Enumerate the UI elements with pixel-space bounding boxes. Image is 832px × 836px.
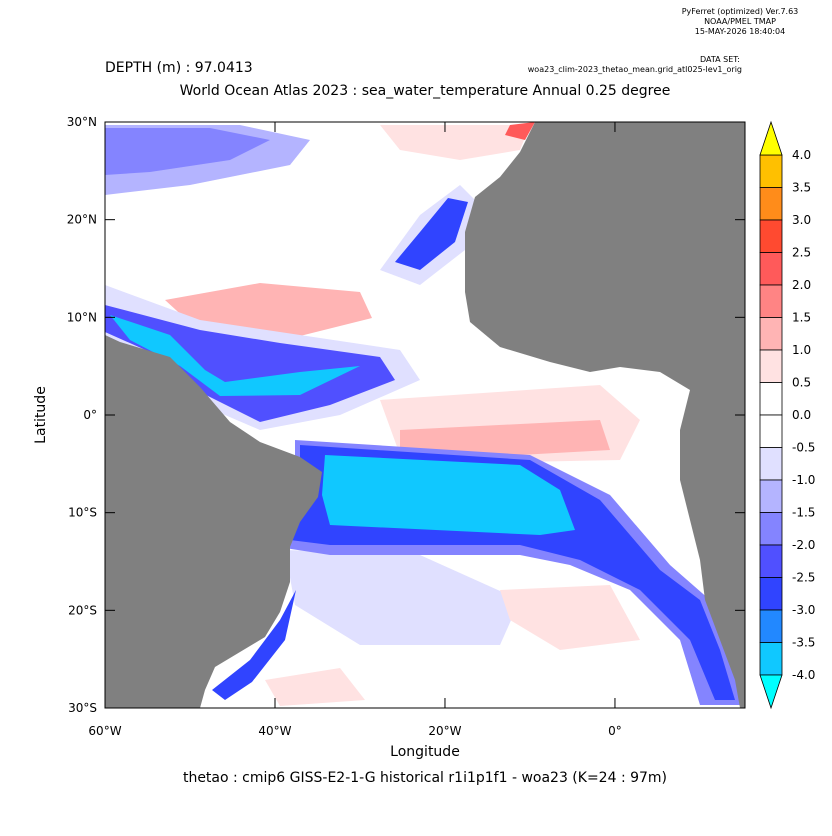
x-tick-label: 20°W — [428, 724, 461, 738]
colorbar-label: -1.5 — [792, 506, 815, 520]
colorbar-segment — [759, 447, 783, 481]
colorbar-segment — [759, 512, 783, 546]
anomaly-region — [285, 550, 520, 645]
map-field — [105, 122, 745, 708]
colorbar-segment — [759, 577, 783, 611]
colorbar-segment — [759, 317, 783, 351]
anomaly-region — [505, 122, 535, 140]
land — [105, 335, 322, 708]
y-axis-label: Latitude — [33, 386, 49, 444]
footer: thetao : cmip6 GISS-E2-1-G historical r1… — [183, 770, 667, 786]
colorbar-label: -3.0 — [792, 603, 815, 617]
anomaly-region — [400, 420, 610, 456]
colorbar-over — [759, 120, 783, 156]
y-tick-label: 20°N — [67, 213, 97, 227]
colorbar-label: 2.5 — [792, 246, 811, 260]
y-tick-label: 30°N — [67, 115, 97, 129]
colorbar-label: 1.5 — [792, 311, 811, 325]
colorbar-label: 1.0 — [792, 343, 811, 357]
chart-title: World Ocean Atlas 2023 : sea_water_tempe… — [180, 83, 671, 99]
colorbar-label: 3.0 — [792, 213, 811, 227]
colorbar-label: 3.5 — [792, 181, 811, 195]
colorbar-segment — [759, 609, 783, 643]
colorbar-segment — [759, 382, 783, 416]
colorbar-segment — [759, 219, 783, 253]
y-tick-label: 30°S — [68, 701, 97, 715]
dataset-label: DATA SET: — [700, 55, 740, 64]
land — [465, 122, 745, 708]
colorbar-label: -1.0 — [792, 473, 815, 487]
anomaly-region — [265, 668, 365, 706]
anomaly-region — [395, 198, 468, 270]
colorbar-label: -2.5 — [792, 571, 815, 585]
y-tick-label: 0° — [83, 408, 97, 422]
x-tick-label: 60°W — [88, 724, 121, 738]
colorbar-segment — [759, 642, 783, 676]
anomaly-region — [110, 315, 360, 396]
anomaly-region — [322, 455, 575, 535]
colorbar-segment — [759, 544, 783, 578]
colorbar-segment — [759, 479, 783, 513]
colorbar-label: -3.5 — [792, 636, 815, 650]
anomaly-region — [105, 128, 270, 175]
colorbar-segment — [759, 349, 783, 383]
colorbar-under — [759, 674, 783, 710]
header-line: PyFerret (optimized) Ver.7.63 — [682, 7, 799, 16]
colorbar-label: 0.0 — [792, 408, 811, 422]
colorbar-label: -4.0 — [792, 668, 815, 682]
header-line: NOAA/PMEL TMAP — [704, 17, 776, 26]
y-tick-label: 20°S — [68, 603, 97, 617]
header-line: 15-MAY-2026 18:40:04 — [695, 27, 785, 36]
y-tick-label: 10°S — [68, 506, 97, 520]
anomaly-region — [212, 590, 296, 700]
colorbar-segment — [759, 154, 783, 188]
colorbar-label: -2.0 — [792, 538, 815, 552]
anomaly-region — [105, 305, 395, 422]
anomaly-region — [500, 585, 640, 650]
colorbar-label: 2.0 — [792, 278, 811, 292]
colorbar-segment — [759, 414, 783, 448]
anomaly-region — [380, 125, 530, 160]
colorbar-label: 4.0 — [792, 148, 811, 162]
x-tick-label: 0° — [608, 724, 622, 738]
dataset: woa23_clim-2023_thetao_mean.grid_atl025-… — [528, 65, 742, 74]
depth-label: DEPTH (m) : 97.0413 — [105, 60, 253, 76]
colorbar-segment — [759, 252, 783, 286]
colorbar-segment — [759, 284, 783, 318]
y-tick-label: 10°N — [67, 310, 97, 324]
colorbar-label: -0.5 — [792, 441, 815, 455]
colorbar-label: 0.5 — [792, 376, 811, 390]
colorbar-segment — [759, 187, 783, 221]
x-tick-label: 40°W — [258, 724, 291, 738]
x-axis-label: Longitude — [390, 744, 460, 760]
